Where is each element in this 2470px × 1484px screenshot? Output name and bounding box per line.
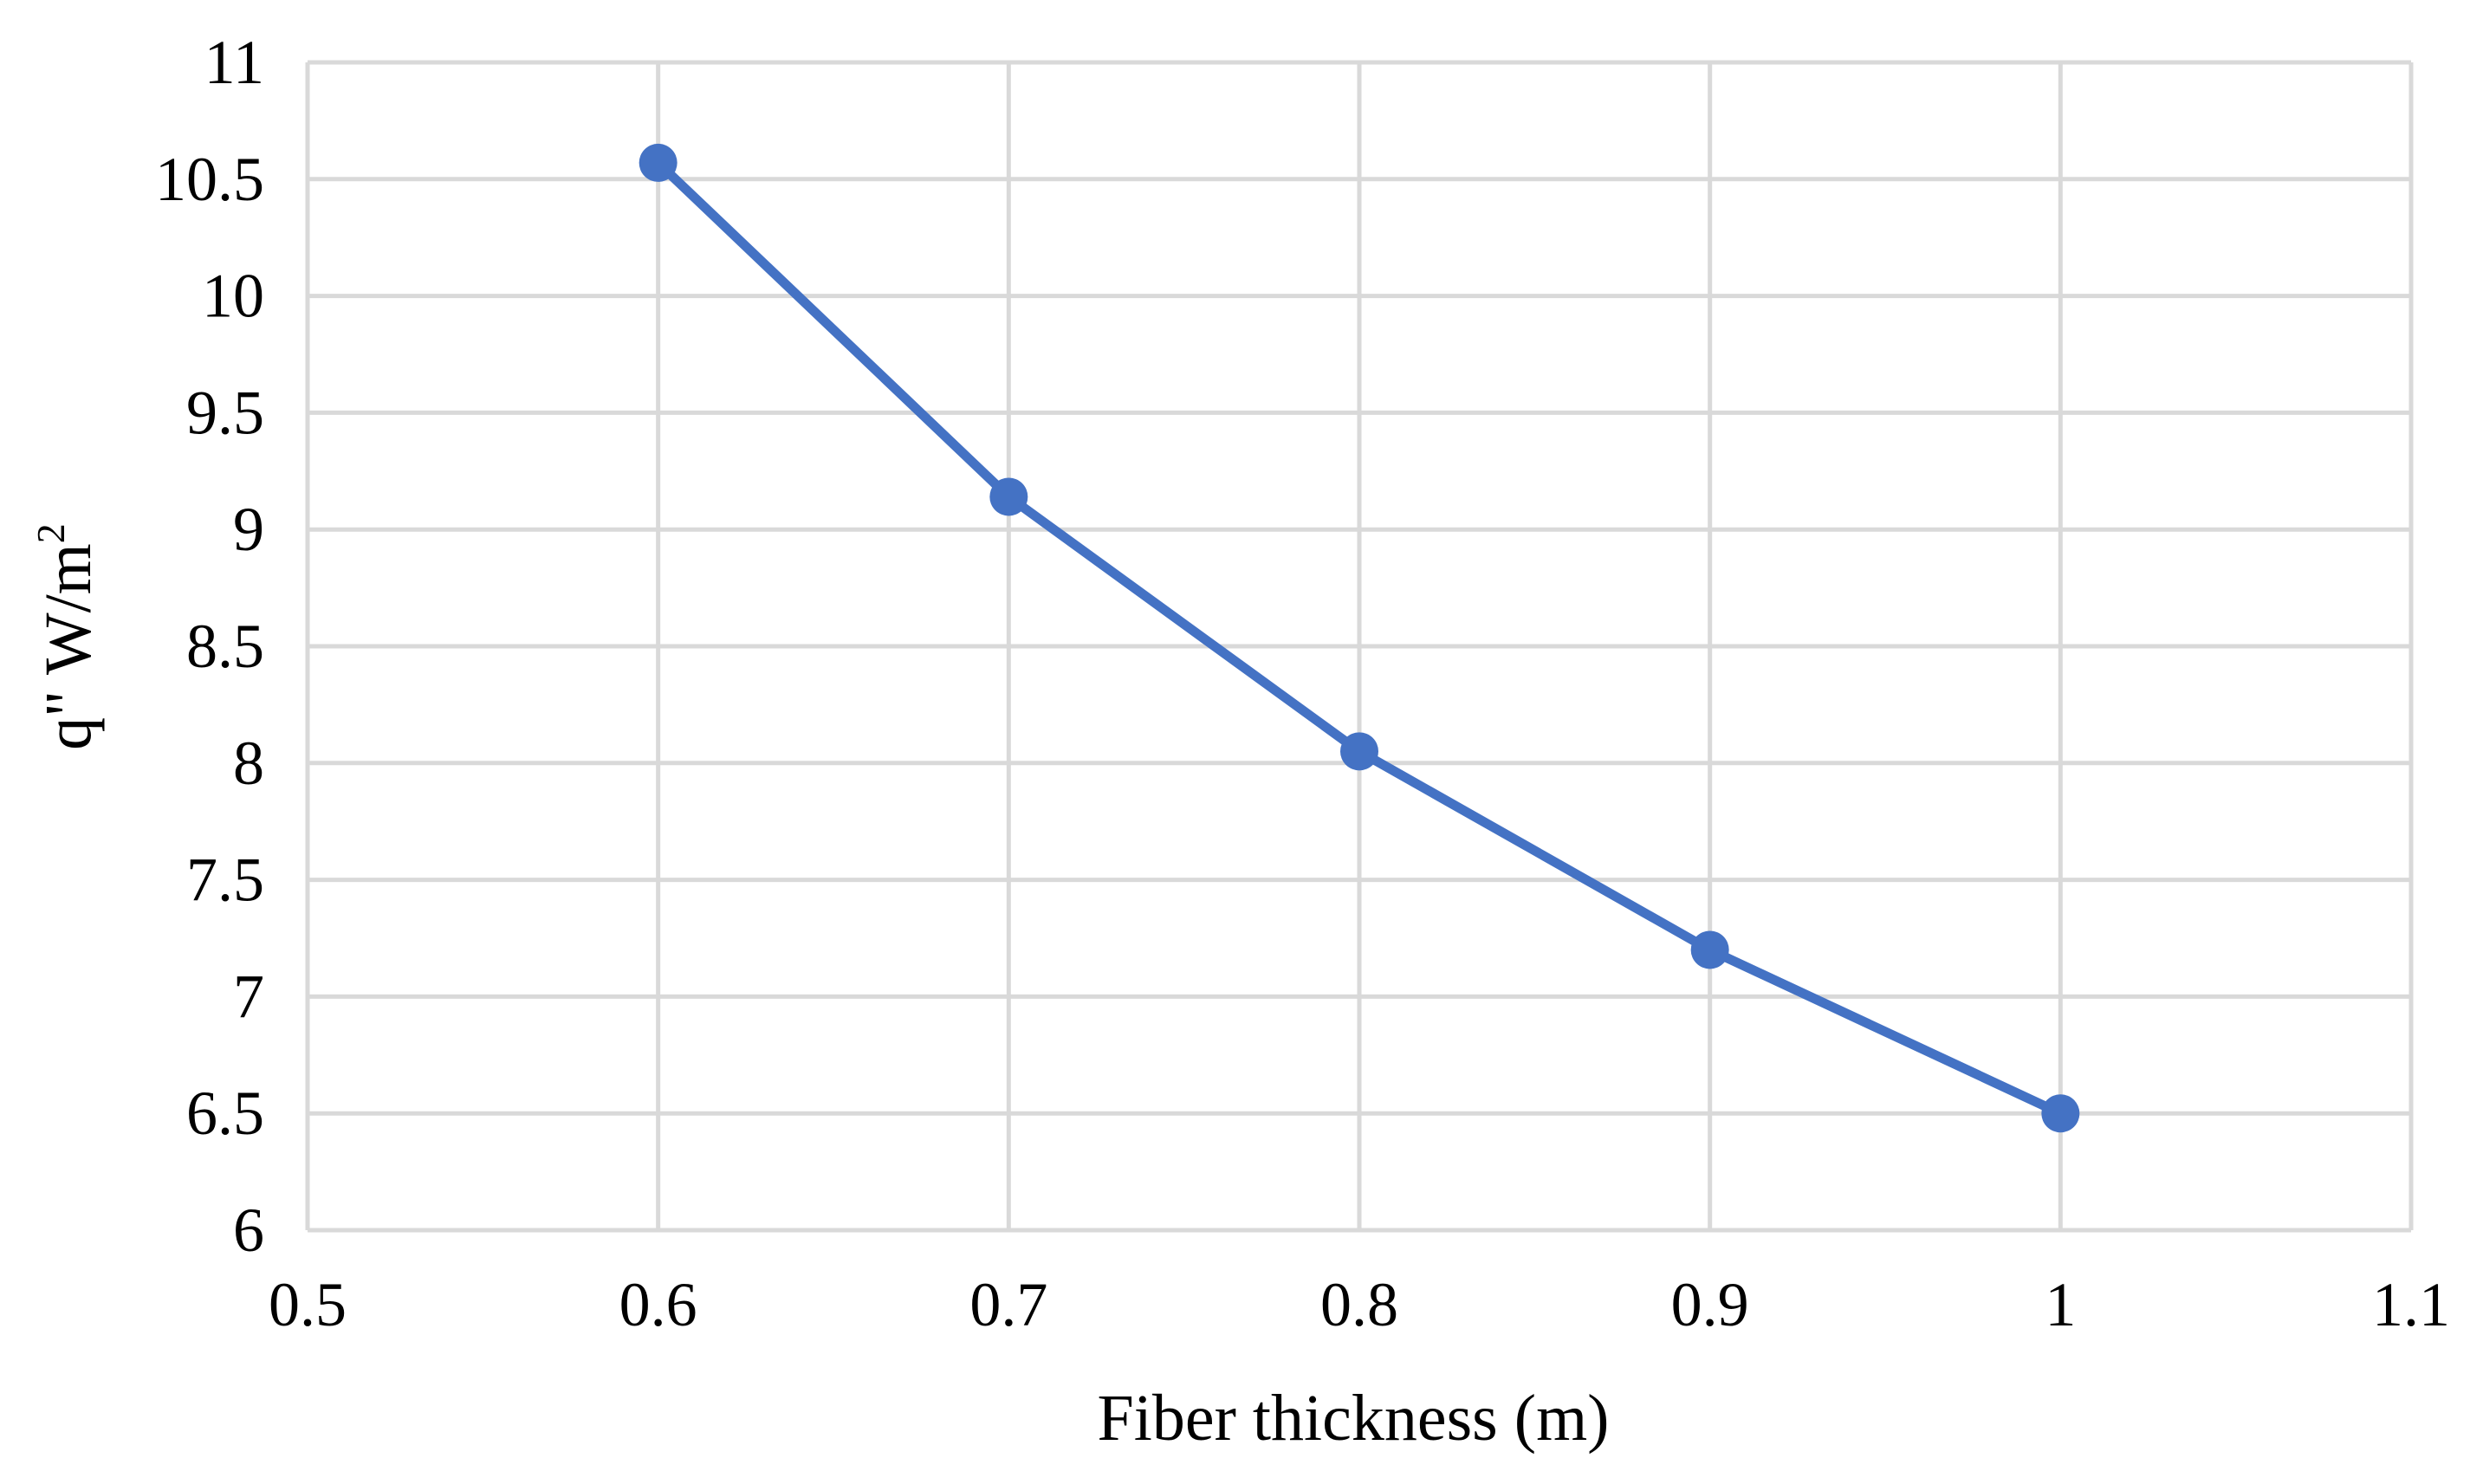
x-tick-label: 0.5 (269, 1270, 347, 1339)
y-tick-label: 7.5 (186, 846, 264, 915)
y-tick-label: 11 (204, 28, 264, 97)
y-tick-label: 8 (233, 729, 264, 798)
y-tick-label: 10 (202, 262, 264, 331)
x-tick-label: 0.6 (619, 1270, 697, 1339)
y-tick-label: 6.5 (186, 1079, 264, 1148)
y-tick-label: 10.5 (155, 145, 264, 214)
data-point (2041, 1094, 2080, 1133)
x-tick-label: 0.9 (1671, 1270, 1749, 1339)
data-point (639, 143, 677, 182)
y-tick-label: 7 (233, 962, 264, 1031)
data-point (1340, 732, 1378, 771)
y-axis-title-main: q" W/m (32, 543, 105, 750)
x-tick-label: 1.1 (2372, 1270, 2450, 1339)
x-tick-label: 0.8 (1320, 1270, 1398, 1339)
y-tick-label: 6 (233, 1196, 264, 1265)
y-axis-title: q" W/m2 (29, 523, 105, 750)
x-axis-title: Fiber thickness (m) (1097, 1382, 1609, 1455)
y-tick-label: 9.5 (186, 378, 264, 447)
y-axis-title-superscript: 2 (29, 523, 73, 543)
x-axis-tick-labels: 0.5 0.6 0.7 0.8 0.9 1 1.1 (269, 1270, 2450, 1339)
data-point (1690, 930, 1729, 969)
y-tick-label: 8.5 (186, 612, 264, 681)
series-layer (639, 143, 2080, 1133)
x-tick-label: 0.7 (969, 1270, 1047, 1339)
y-axis-tick-labels: 6 6.5 7 7.5 8 8.5 9 9.5 10 10.5 11 (155, 28, 264, 1265)
horizontal-gridlines (308, 60, 2411, 1233)
data-point (989, 477, 1028, 516)
y-tick-label: 9 (233, 495, 264, 564)
x-tick-label: 1 (2045, 1270, 2076, 1339)
